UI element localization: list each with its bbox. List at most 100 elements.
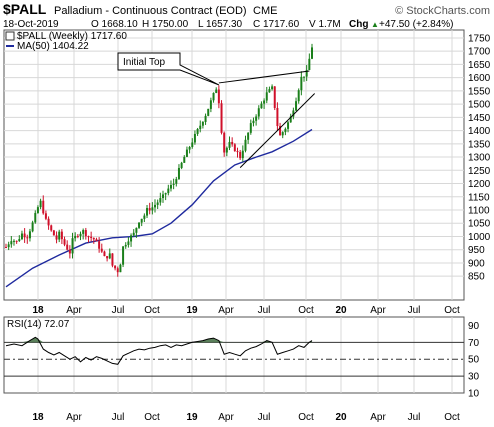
rsi-overbought-fill (6, 337, 312, 343)
candle-body (156, 202, 159, 205)
candle-body (199, 125, 202, 130)
candle-body (34, 212, 37, 223)
candle-body (247, 132, 250, 140)
exchange-label: CME (253, 5, 277, 17)
rsi-y-tick-label: 70 (468, 338, 480, 349)
candle-body (7, 244, 10, 248)
candle-body (58, 231, 61, 240)
candle-body (220, 103, 223, 133)
candle-body (31, 222, 34, 232)
candle-body (124, 244, 127, 247)
rsi-legend-label: RSI(14) 72.07 (7, 319, 70, 330)
rsi-line (5, 336, 313, 365)
candle-body (5, 247, 7, 249)
price-y-tick-label: 1000 (468, 232, 491, 243)
candle-body (209, 100, 212, 109)
candle-body (108, 253, 111, 259)
candle-body (114, 265, 117, 269)
price-x-tick-label: Oct (298, 305, 314, 316)
candle-body (42, 200, 45, 214)
candle-body (151, 207, 154, 211)
candle-body (50, 225, 53, 231)
rsi-x-tick-label: Jul (408, 412, 421, 423)
candle-body (212, 92, 215, 101)
rsi-x-tick-label: Jul (112, 412, 125, 423)
candle-body (116, 268, 119, 273)
candle-body (140, 218, 143, 223)
candle-body (84, 230, 87, 237)
price-y-tick-label: 1100 (468, 206, 490, 217)
candle-body (255, 116, 258, 121)
price-x-tick-label: Apr (66, 305, 82, 316)
price-y-tick-label: 1400 (468, 126, 491, 137)
candle-body (103, 251, 106, 257)
rsi-x-tick-label: Oct (444, 412, 460, 423)
candle-body (193, 133, 196, 143)
candle-body (300, 76, 303, 91)
candle-body (185, 149, 188, 157)
candle-body (188, 146, 191, 150)
candle-body (74, 235, 77, 239)
candle-body (217, 89, 220, 104)
candle-body (90, 236, 93, 239)
candle-body (146, 208, 149, 216)
candle-body (63, 239, 66, 245)
candle-body (231, 141, 234, 145)
candle-body (292, 110, 295, 117)
candle-body (257, 108, 260, 117)
candle-body (284, 128, 287, 133)
rsi-y-tick-label: 30 (468, 372, 480, 383)
candle-body (47, 218, 50, 226)
candle-body (10, 241, 13, 245)
quote-date: 18-Oct-2019 (3, 19, 59, 30)
quote-close: C 1717.60 (253, 19, 300, 30)
candle-body (18, 239, 21, 242)
candle-body (191, 142, 194, 147)
quote-high: H 1750.00 (142, 19, 189, 30)
quote-open: O 1668.10 (91, 19, 138, 30)
candle-body (159, 198, 162, 203)
candle-body (169, 184, 172, 189)
candle-body (308, 58, 311, 70)
candle-body (148, 208, 151, 211)
candle-body (55, 235, 58, 240)
candle-body (161, 194, 164, 199)
candle-body (143, 215, 146, 219)
candle-body (228, 141, 231, 148)
price-y-tick-label: 1700 (468, 47, 491, 58)
candle-body (138, 222, 141, 228)
price-y-tick-label: 1050 (468, 219, 491, 230)
candle-body (100, 248, 103, 252)
price-y-tick-label: 1750 (468, 33, 491, 44)
candle-body (244, 139, 247, 151)
rsi-x-tick-label: Oct (298, 412, 314, 423)
candle-body (215, 89, 218, 93)
candle-body (68, 249, 71, 254)
price-y-tick-label: 1250 (468, 166, 491, 177)
candle-body (167, 188, 170, 194)
candle-body (236, 151, 239, 153)
price-x-tick-label: Jul (258, 305, 271, 316)
price-y-tick-label: 950 (468, 245, 485, 256)
candle-body (175, 179, 178, 184)
price-x-tick-label: Apr (370, 305, 386, 316)
rsi-panel: 10 30 50 70 90 RSI(14) 72.07 (3, 316, 480, 400)
candle-body (281, 132, 284, 136)
rsi-x-tick-label: Jul (258, 412, 271, 423)
candle-body (164, 193, 167, 195)
candle-body (76, 235, 79, 237)
candle-body (66, 244, 69, 250)
candle-body (132, 232, 135, 236)
candle-body (265, 92, 268, 101)
price-legend-swatch (5, 31, 15, 41)
rsi-y-tick-label: 50 (468, 355, 480, 366)
quote-low: L 1657.30 (198, 19, 243, 30)
rsi-x-tick-label: Apr (370, 412, 386, 423)
candle-body (60, 231, 63, 240)
ma-legend-label: MA(50) 1404.22 (17, 41, 89, 52)
candle-body (12, 240, 15, 242)
rsi-x-tick-label: 20 (335, 412, 347, 423)
candle-body (119, 264, 122, 273)
candle-body (122, 246, 125, 265)
